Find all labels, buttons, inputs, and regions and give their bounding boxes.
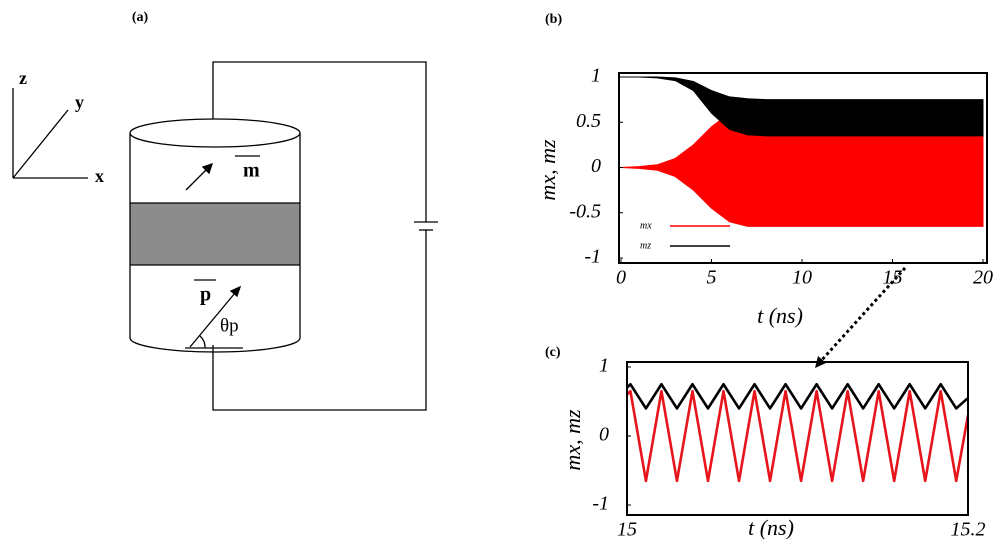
diagram: (a) z y x m p θp bbox=[12, 10, 438, 411]
angle-arc bbox=[199, 335, 206, 349]
axis-line bbox=[12, 109, 69, 179]
axis-name: x bbox=[95, 166, 104, 186]
x-tick-label: 15 bbox=[617, 519, 637, 539]
y-tick-label: -1 bbox=[584, 246, 601, 268]
y-tick-label: -0.5 bbox=[569, 200, 601, 222]
panel-label: (a) bbox=[132, 10, 149, 25]
axis-name: y bbox=[75, 92, 84, 112]
panel-label: (b) bbox=[545, 12, 562, 27]
plot-area bbox=[620, 76, 984, 227]
x-tick-label: 15 bbox=[883, 267, 903, 289]
plot-frame bbox=[626, 361, 969, 516]
cylinder-bottom bbox=[129, 337, 301, 353]
barrier-layer bbox=[130, 203, 300, 265]
x-tick-label: 15.2 bbox=[951, 519, 986, 539]
cylinder-top bbox=[129, 118, 301, 148]
y-tick-label: 0 bbox=[599, 424, 609, 446]
x-tick-label: 0 bbox=[616, 267, 626, 289]
y-tick-label: 1 bbox=[591, 65, 601, 87]
angle-label: θp bbox=[220, 315, 239, 336]
legend-label: mx bbox=[640, 220, 652, 231]
series-line bbox=[627, 382, 968, 410]
arrow-head bbox=[229, 285, 242, 298]
x-tick-label: 5 bbox=[707, 267, 717, 289]
x-tick-label: 20 bbox=[973, 267, 993, 289]
wire bbox=[212, 61, 427, 222]
y-tick-label: -1 bbox=[592, 493, 609, 515]
legend-label: mz bbox=[640, 240, 651, 251]
y-tick-label: 1 bbox=[599, 355, 609, 377]
arrow-head bbox=[201, 162, 214, 175]
y-tick-label: 0.5 bbox=[576, 110, 601, 132]
envelope-band bbox=[621, 76, 984, 137]
vector-label: p bbox=[200, 284, 211, 306]
x-tick-label: 10 bbox=[792, 267, 812, 289]
axis-name: z bbox=[19, 68, 27, 88]
y-axis-label: mx, mz bbox=[535, 139, 560, 201]
envelope-band bbox=[620, 108, 984, 227]
arrow bbox=[189, 286, 241, 348]
series-line bbox=[627, 389, 968, 483]
panel-label: (c) bbox=[545, 345, 561, 360]
x-axis-label: t (ns) bbox=[757, 303, 803, 328]
vector-label: m bbox=[243, 160, 260, 182]
y-axis-label: mx, mz bbox=[560, 409, 585, 471]
plot-area bbox=[627, 382, 968, 483]
x-axis-label: t (ns) bbox=[748, 515, 794, 539]
wire bbox=[212, 230, 427, 411]
y-tick-label: 0 bbox=[591, 155, 601, 177]
